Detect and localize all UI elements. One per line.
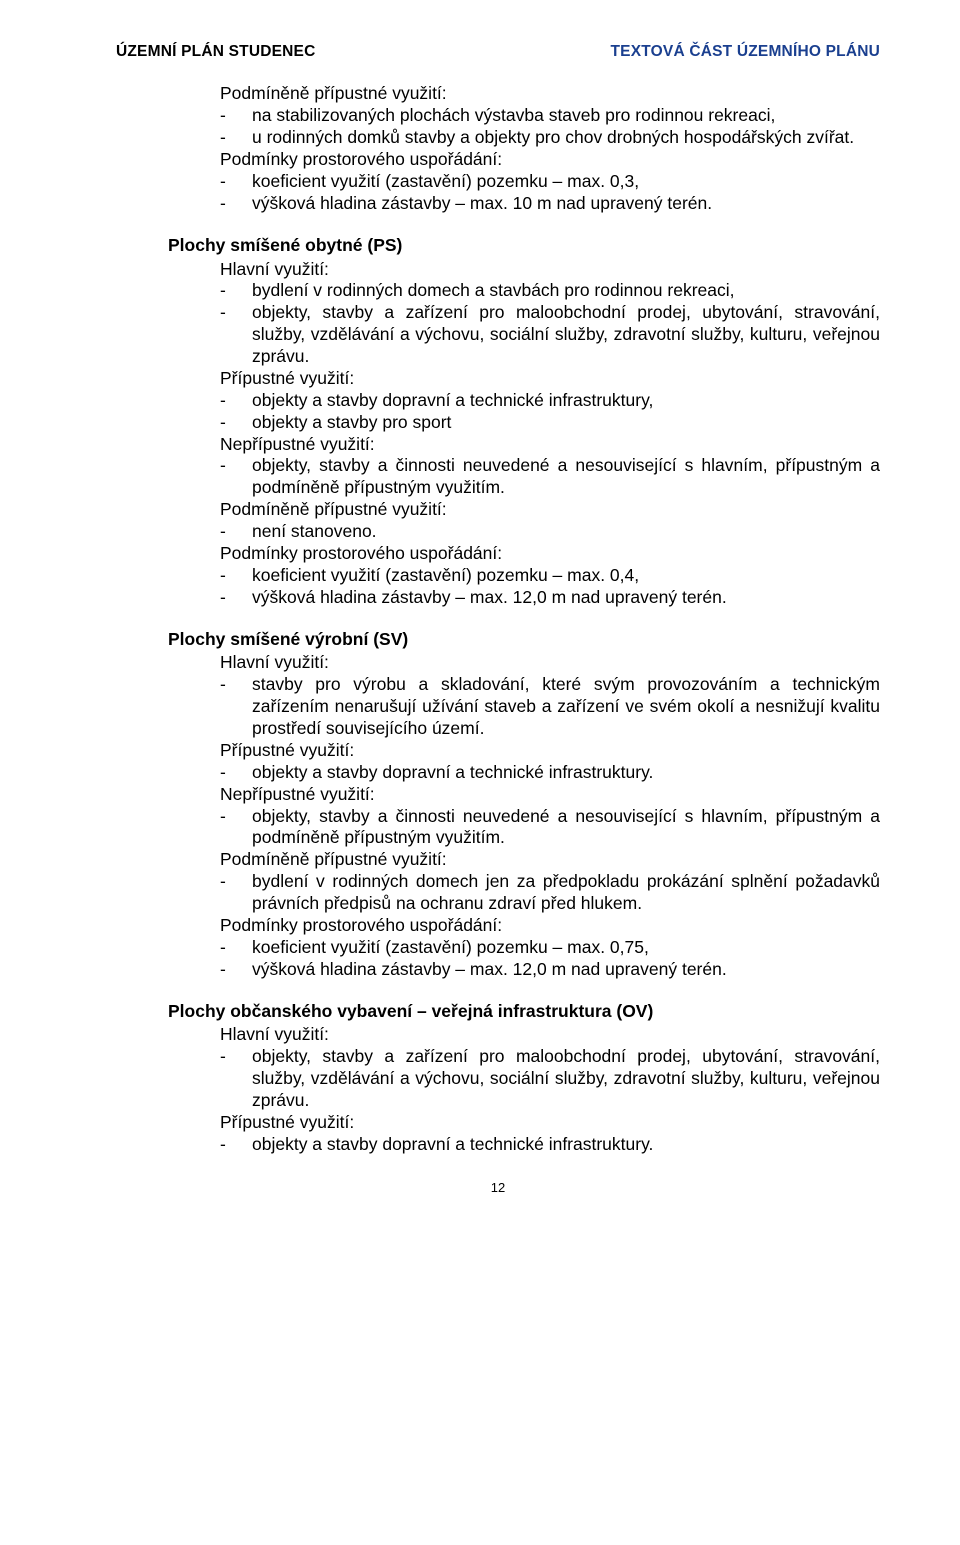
label: Hlavní využití:: [168, 652, 880, 674]
bullet-text: objekty, stavby a zařízení pro maloobcho…: [252, 302, 880, 368]
label: Podmíněně přípustné využití:: [168, 83, 880, 105]
dash-icon: -: [220, 193, 252, 215]
list-item: -objekty a stavby dopravní a technické i…: [168, 1134, 880, 1156]
dash-icon: -: [220, 455, 252, 499]
section-title-sv: Plochy smíšené výrobní (SV): [168, 629, 880, 651]
dash-icon: -: [220, 674, 252, 740]
label: Hlavní využití:: [168, 1024, 880, 1046]
section-title-ov: Plochy občanského vybavení – veřejná inf…: [168, 1001, 880, 1023]
page-header: ÚZEMNÍ PLÁN STUDENEC TEXTOVÁ ČÁST ÚZEMNÍ…: [116, 42, 880, 61]
dash-icon: -: [220, 302, 252, 368]
bullet-text: bydlení v rodinných domech jen za předpo…: [252, 871, 880, 915]
label: Podmínky prostorového uspořádání:: [168, 915, 880, 937]
label: Podmíněně přípustné využití:: [168, 849, 880, 871]
dash-icon: -: [220, 105, 252, 127]
list-item: -bydlení v rodinných domech a stavbách p…: [168, 280, 880, 302]
dash-icon: -: [220, 587, 252, 609]
dash-icon: -: [220, 280, 252, 302]
list-item: -výšková hladina zástavby – max. 10 m na…: [168, 193, 880, 215]
list-item: -bydlení v rodinných domech jen za předp…: [168, 871, 880, 915]
dash-icon: -: [220, 565, 252, 587]
bullet-text: koeficient využití (zastavění) pozemku –…: [252, 565, 880, 587]
header-right: TEXTOVÁ ČÁST ÚZEMNÍHO PLÁNU: [611, 42, 880, 61]
list-item: -objekty a stavby dopravní a technické i…: [168, 390, 880, 412]
bullet-text: u rodinných domků stavby a objekty pro c…: [252, 127, 880, 149]
bullet-text: není stanoveno.: [252, 521, 880, 543]
bullet-text: koeficient využití (zastavění) pozemku –…: [252, 937, 880, 959]
document-body: Podmíněně přípustné využití: -na stabili…: [168, 83, 880, 1155]
bullet-text: bydlení v rodinných domech a stavbách pr…: [252, 280, 880, 302]
bullet-text: objekty a stavby dopravní a technické in…: [252, 390, 880, 412]
list-item: -není stanoveno.: [168, 521, 880, 543]
bullet-text: výšková hladina zástavby – max. 12,0 m n…: [252, 959, 880, 981]
dash-icon: -: [220, 937, 252, 959]
label: Přípustné využití:: [168, 368, 880, 390]
dash-icon: -: [220, 871, 252, 915]
list-item: -objekty a stavby pro sport: [168, 412, 880, 434]
list-item: -koeficient využití (zastavění) pozemku …: [168, 937, 880, 959]
list-item: -koeficient využití (zastavění) pozemku …: [168, 565, 880, 587]
bullet-text: objekty, stavby a činnosti neuvedené a n…: [252, 806, 880, 850]
list-item: -na stabilizovaných plochách výstavba st…: [168, 105, 880, 127]
bullet-text: výšková hladina zástavby – max. 12,0 m n…: [252, 587, 880, 609]
list-item: -výšková hladina zástavby – max. 12,0 m …: [168, 587, 880, 609]
list-item: -koeficient využití (zastavění) pozemku …: [168, 171, 880, 193]
bullet-text: objekty, stavby a činnosti neuvedené a n…: [252, 455, 880, 499]
dash-icon: -: [220, 412, 252, 434]
dash-icon: -: [220, 521, 252, 543]
dash-icon: -: [220, 959, 252, 981]
label: Hlavní využití:: [168, 259, 880, 281]
label: Nepřípustné využití:: [168, 434, 880, 456]
list-item: -stavby pro výrobu a skladování, které s…: [168, 674, 880, 740]
label: Nepřípustné využití:: [168, 784, 880, 806]
dash-icon: -: [220, 1046, 252, 1112]
list-item: -objekty, stavby a činnosti neuvedené a …: [168, 806, 880, 850]
list-item: -objekty a stavby dopravní a technické i…: [168, 762, 880, 784]
bullet-text: objekty a stavby pro sport: [252, 412, 880, 434]
label: Přípustné využití:: [168, 1112, 880, 1134]
label: Podmíněně přípustné využití:: [168, 499, 880, 521]
bullet-text: objekty a stavby dopravní a technické in…: [252, 1134, 880, 1156]
section-title-ps: Plochy smíšené obytné (PS): [168, 235, 880, 257]
dash-icon: -: [220, 171, 252, 193]
dash-icon: -: [220, 390, 252, 412]
dash-icon: -: [220, 806, 252, 850]
label: Podmínky prostorového uspořádání:: [168, 149, 880, 171]
bullet-text: koeficient využití (zastavění) pozemku –…: [252, 171, 880, 193]
list-item: -objekty, stavby a zařízení pro maloobch…: [168, 1046, 880, 1112]
list-item: -u rodinných domků stavby a objekty pro …: [168, 127, 880, 149]
list-item: -výšková hladina zástavby – max. 12,0 m …: [168, 959, 880, 981]
header-left: ÚZEMNÍ PLÁN STUDENEC: [116, 42, 315, 61]
dash-icon: -: [220, 1134, 252, 1156]
label: Podmínky prostorového uspořádání:: [168, 543, 880, 565]
bullet-text: výšková hladina zástavby – max. 10 m nad…: [252, 193, 880, 215]
bullet-text: objekty a stavby dopravní a technické in…: [252, 762, 880, 784]
label: Přípustné využití:: [168, 740, 880, 762]
bullet-text: na stabilizovaných plochách výstavba sta…: [252, 105, 880, 127]
dash-icon: -: [220, 762, 252, 784]
list-item: -objekty, stavby a zařízení pro maloobch…: [168, 302, 880, 368]
list-item: -objekty, stavby a činnosti neuvedené a …: [168, 455, 880, 499]
dash-icon: -: [220, 127, 252, 149]
page-number: 12: [116, 1180, 880, 1196]
bullet-text: stavby pro výrobu a skladování, které sv…: [252, 674, 880, 740]
bullet-text: objekty, stavby a zařízení pro maloobcho…: [252, 1046, 880, 1112]
